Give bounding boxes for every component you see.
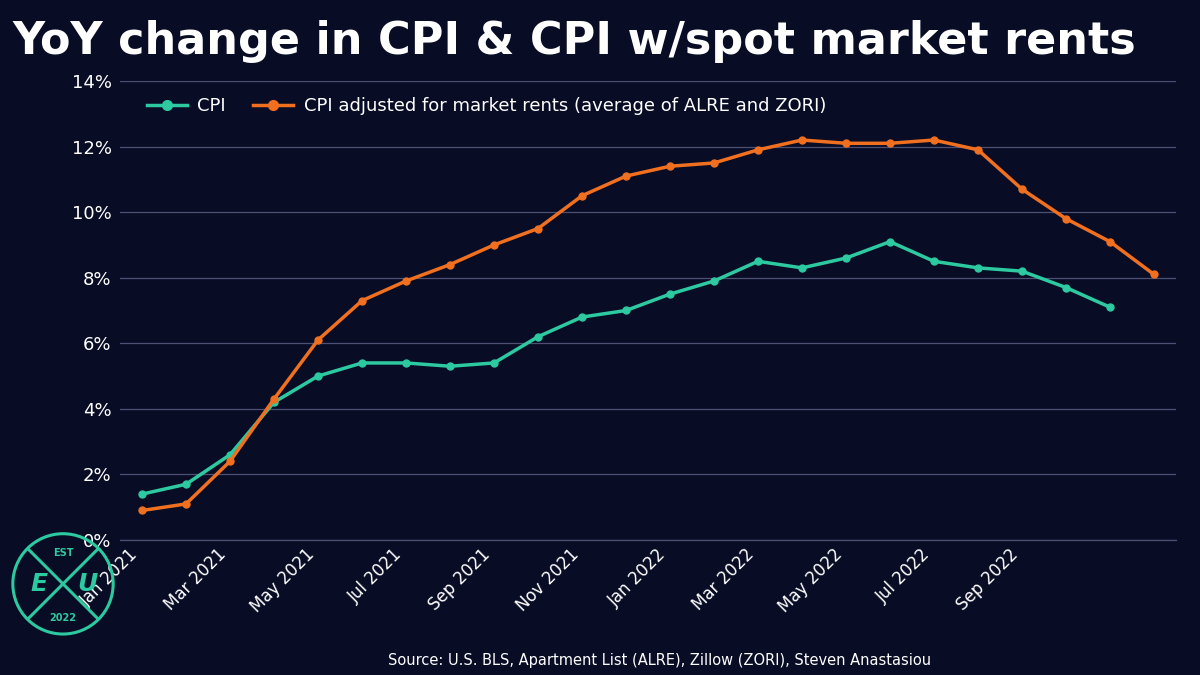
Text: YoY change in CPI & CPI w/spot market rents: YoY change in CPI & CPI w/spot market re…: [12, 20, 1135, 63]
Text: 2022: 2022: [49, 613, 77, 623]
Text: EST: EST: [53, 547, 73, 558]
Text: Source: U.S. BLS, Apartment List (ALRE), Zillow (ZORI), Steven Anastasiou: Source: U.S. BLS, Apartment List (ALRE),…: [389, 653, 931, 668]
Text: E: E: [30, 572, 48, 596]
Text: U: U: [77, 572, 97, 596]
Legend: CPI, CPI adjusted for market rents (average of ALRE and ZORI): CPI, CPI adjusted for market rents (aver…: [139, 90, 833, 122]
